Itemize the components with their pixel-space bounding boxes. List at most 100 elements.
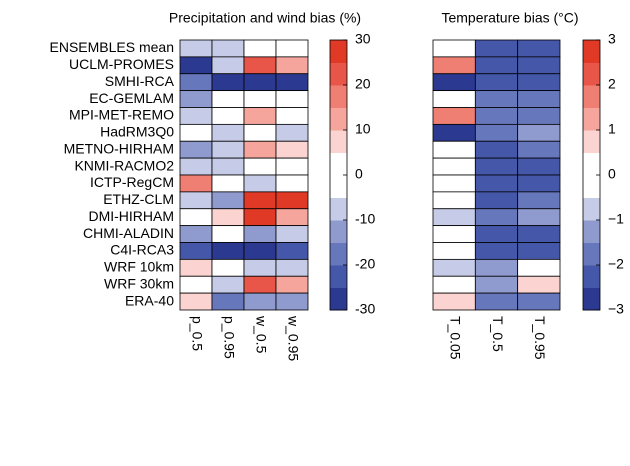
heatmap-cell — [179, 242, 213, 260]
column-label: w_0.95 — [285, 315, 301, 361]
heatmap-cell — [474, 208, 519, 227]
heatmap-cell — [275, 275, 309, 294]
heatmap-cell — [275, 242, 309, 260]
colorbar-segment — [583, 287, 600, 311]
heatmap-cell — [275, 73, 309, 92]
colorbar-tick-label: 10 — [355, 121, 371, 137]
colorbar-tick-label: 1 — [608, 121, 616, 137]
colorbar-tick-label: 0 — [608, 166, 616, 182]
column-label: T_0.05 — [447, 316, 463, 360]
heatmap-cell — [179, 56, 213, 75]
heatmap-cell — [179, 157, 213, 176]
heatmap-cell — [211, 140, 245, 159]
colorbar-segment — [330, 130, 347, 153]
heatmap-cell — [517, 123, 561, 142]
heatmap-cell — [474, 292, 519, 311]
heatmap-cell — [211, 123, 245, 142]
column-label: p_0.5 — [189, 316, 205, 351]
heatmap-cell — [243, 39, 277, 58]
column-label: T_0.95 — [532, 316, 548, 360]
heatmap-cell — [179, 174, 213, 193]
heatmap-cell — [517, 292, 561, 311]
row-label: UCLM-PROMES — [69, 56, 174, 72]
heatmap-cell — [432, 157, 476, 176]
heatmap-cell — [474, 191, 519, 210]
heatmap-cell — [432, 242, 476, 260]
colorbar-segment — [330, 40, 347, 63]
heatmap-cell — [211, 39, 245, 58]
heatmap-cell — [474, 90, 519, 108]
heatmap-cell — [275, 107, 309, 125]
row-label: CHMI-ALADIN — [83, 225, 174, 241]
heatmap-cell — [211, 56, 245, 75]
row-label: ETHZ-CLM — [103, 191, 174, 207]
heatmap-cell — [474, 39, 519, 58]
colorbar-segment — [330, 197, 347, 221]
heatmap-cell — [432, 140, 476, 159]
colorbar-tick-label: -10 — [355, 211, 375, 227]
heatmap-cell — [432, 275, 476, 294]
colorbar-segment — [330, 242, 347, 266]
row-label: METNO-HIRHAM — [64, 140, 174, 156]
heatmap-cell — [243, 191, 277, 210]
heatmap-cell — [432, 258, 476, 277]
heatmap-cell — [432, 73, 476, 92]
colorbar-tick-label: -20 — [355, 256, 375, 272]
heatmap-cell — [474, 242, 519, 260]
colorbar-tick-label: 20 — [355, 76, 371, 92]
colorbar-segment — [330, 175, 347, 198]
heatmap-cell — [179, 191, 213, 210]
heatmap-cell — [517, 242, 561, 260]
heatmap-cell — [179, 90, 213, 108]
row-label: ERA-40 — [125, 292, 174, 308]
heatmap-cell — [517, 258, 561, 277]
colorbar-segment — [583, 40, 600, 63]
heatmap-cell — [179, 275, 213, 294]
heatmap-cell — [432, 123, 476, 142]
heatmap-cell — [275, 90, 309, 108]
heatmap-cell — [275, 56, 309, 75]
row-label: EC-GEMLAM — [89, 90, 174, 106]
heatmap-cell — [275, 258, 309, 277]
colorbar-segment — [583, 197, 600, 221]
colorbar-segment — [583, 220, 600, 243]
heatmap-cell — [474, 157, 519, 176]
row-label: WRF 10km — [104, 259, 174, 275]
heatmap-cell — [432, 174, 476, 193]
heatmap-cell — [211, 275, 245, 294]
heatmap-cell — [179, 225, 213, 243]
colorbar-segment — [330, 287, 347, 311]
column-label: T_0.5 — [490, 316, 506, 352]
heatmap-cell — [243, 56, 277, 75]
heatmap-cell — [275, 292, 309, 311]
heatmap-cell — [179, 39, 213, 58]
colorbar-segment — [583, 85, 600, 108]
colorbar-segment — [583, 130, 600, 153]
row-label: MPI-MET-REMO — [69, 107, 174, 123]
heatmap-cell — [432, 56, 476, 75]
heatmap-cell — [243, 107, 277, 125]
heatmap-cell — [474, 275, 519, 294]
heatmap-cell — [179, 258, 213, 277]
heatmap-cell — [179, 292, 213, 311]
heatmap-cell — [243, 242, 277, 260]
row-label: DMI-HIRHAM — [88, 208, 174, 224]
colorbar-segment — [330, 220, 347, 243]
colorbar-segment — [330, 62, 347, 86]
heatmap-cell — [432, 39, 476, 58]
heatmap-cell — [517, 39, 561, 58]
column-label: p_0.95 — [221, 316, 237, 359]
heatmap-cell — [474, 56, 519, 75]
heatmap-cell — [275, 123, 309, 142]
heatmap-cell — [517, 73, 561, 92]
heatmap-cell — [243, 123, 277, 142]
heatmap-cell — [432, 191, 476, 210]
colorbar-tick-label: 0 — [355, 166, 363, 182]
colorbar-segment — [583, 265, 600, 288]
colorbar-segment — [330, 152, 347, 176]
heatmap-cell — [275, 174, 309, 193]
heatmap-cell — [517, 140, 561, 159]
heatmap-cell — [275, 191, 309, 210]
heatmap-cell — [275, 140, 309, 159]
